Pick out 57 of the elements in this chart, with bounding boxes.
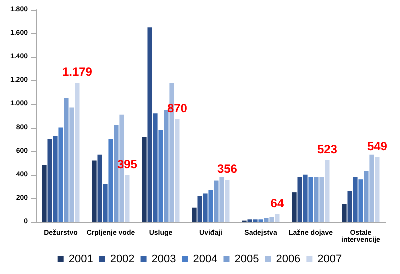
- bar: [114, 125, 119, 222]
- bar: [358, 180, 364, 222]
- bar: [103, 184, 108, 222]
- bar: [48, 140, 52, 222]
- bar: [148, 28, 152, 222]
- bar: [353, 177, 358, 222]
- bar: [125, 175, 130, 222]
- bar: [308, 177, 314, 222]
- legend-label: 2001: [68, 254, 94, 266]
- bar: [214, 180, 219, 222]
- bar: [108, 140, 114, 222]
- bar: [342, 204, 347, 222]
- bar: [53, 136, 58, 222]
- bar: [153, 114, 158, 222]
- bar: [275, 214, 280, 222]
- bar: [64, 98, 69, 222]
- bar: [270, 217, 274, 222]
- bar: [92, 160, 97, 222]
- legend-label: 2006: [276, 254, 301, 266]
- bar: [264, 218, 269, 222]
- bar: [320, 177, 324, 222]
- legend-label: 2005: [234, 254, 260, 266]
- bar: [192, 208, 197, 222]
- legend-label: 2007: [318, 254, 342, 266]
- bar: [292, 192, 297, 222]
- bar: [208, 190, 214, 222]
- bar: [98, 154, 102, 222]
- data-label: 395: [117, 157, 138, 172]
- bar: [348, 191, 352, 222]
- bar: [298, 177, 302, 222]
- bar: [158, 130, 164, 222]
- bar: [175, 120, 180, 222]
- bar: [142, 137, 147, 222]
- bar: [198, 196, 202, 222]
- data-label: 870: [167, 102, 188, 116]
- data-label: 549: [367, 139, 388, 154]
- legend-label: 2003: [152, 254, 176, 266]
- bar: [225, 180, 230, 222]
- legend-label: 2004: [193, 254, 218, 266]
- bar: [75, 83, 80, 222]
- bar: [70, 108, 74, 222]
- data-label: 523: [317, 142, 338, 156]
- legend-label: 2002: [110, 254, 135, 266]
- bar: [375, 157, 380, 222]
- data-label: 1.179: [62, 65, 93, 80]
- bar: [370, 154, 374, 222]
- data-label: 356: [217, 162, 238, 176]
- bar: [325, 160, 330, 222]
- bar: [364, 171, 369, 222]
- bar: [42, 165, 47, 222]
- bar: [164, 110, 169, 222]
- bar: [220, 177, 224, 222]
- bar: [303, 174, 308, 222]
- data-label: 64: [270, 196, 284, 210]
- bar: [314, 177, 319, 222]
- bar: [203, 194, 208, 222]
- bar: [58, 128, 64, 222]
